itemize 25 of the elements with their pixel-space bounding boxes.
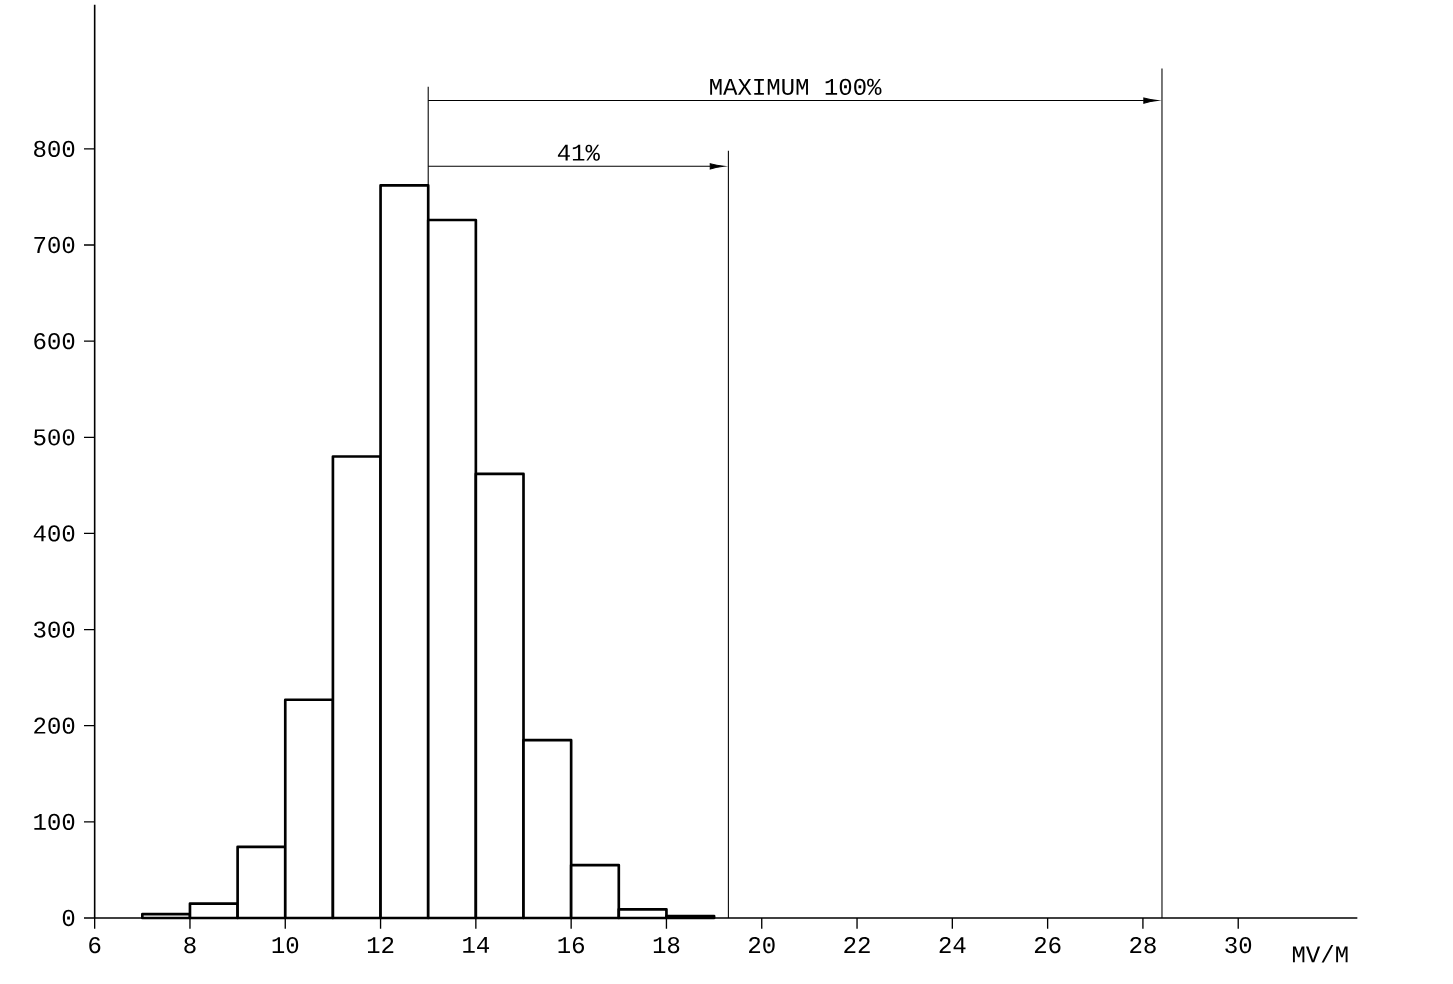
x-tick-label: 28 [1130, 936, 1156, 954]
x-tick-label: 24 [939, 936, 966, 953]
x-tick-label: 20 [749, 936, 775, 954]
x-tick-label: 14 [463, 936, 490, 953]
x-tick-label: 22 [844, 936, 870, 953]
x-tick-label: 10 [272, 936, 299, 954]
x-tick-label: 8 [184, 936, 196, 954]
y-tick-label: 800 [34, 140, 75, 158]
x-axis-title: MV/M [1292, 944, 1348, 963]
x-tick-label: 18 [653, 936, 680, 954]
y-tick-label: 400 [33, 525, 75, 542]
y-tick-label: 700 [34, 236, 75, 254]
y-tick-label: 300 [34, 621, 75, 638]
annotation: 41% [557, 144, 600, 161]
x-tick-label: 6 [89, 936, 101, 954]
x-tick-label: 30 [1225, 936, 1252, 954]
y-tick-label: 500 [34, 429, 75, 446]
annotation: MAXIMUM 100% [710, 78, 882, 95]
x-tick-label: 12 [367, 936, 394, 953]
y-tick-label: 0 [62, 909, 75, 927]
y-tick-label: 600 [34, 333, 75, 350]
x-tick-label: 26 [1034, 936, 1061, 954]
x-tick-label: 16 [558, 936, 584, 954]
y-tick-label: 100 [34, 813, 75, 830]
y-tick-label: 200 [34, 717, 75, 734]
